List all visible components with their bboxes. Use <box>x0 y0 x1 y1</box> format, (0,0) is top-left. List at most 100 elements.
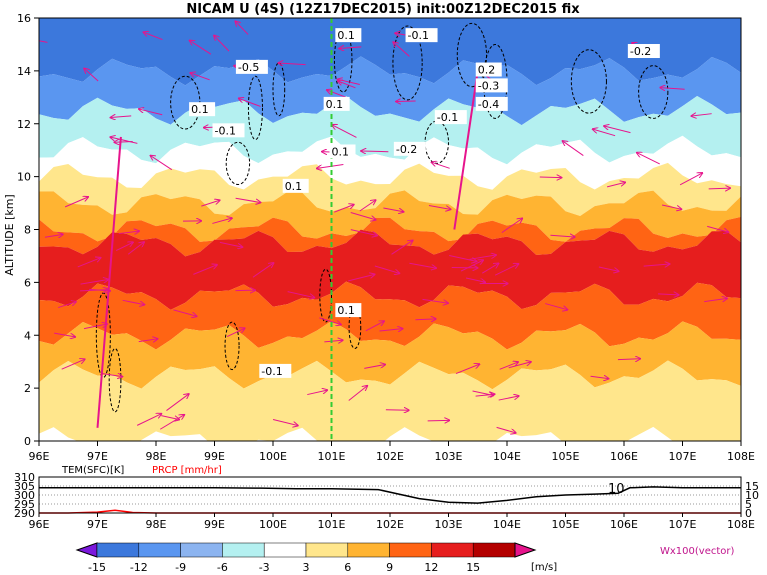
x-tick-label: 104E <box>493 450 521 463</box>
wind-vector <box>80 279 109 285</box>
wind-vector <box>127 242 144 255</box>
wind-vector <box>498 396 519 401</box>
contour-label-text: -0.5 <box>238 61 259 74</box>
wind-vector <box>658 294 678 295</box>
wind-vector <box>660 88 685 90</box>
wind-vector <box>235 21 249 35</box>
colorbar-swatch <box>180 542 223 558</box>
contour-label: 0.1 <box>335 28 362 43</box>
contour-label: -0.1 <box>434 110 467 125</box>
contour-label-text: 0.1 <box>326 98 344 111</box>
colorbar-swatch <box>263 542 307 558</box>
wind-vector <box>455 364 479 375</box>
contour-label-bg <box>405 28 438 43</box>
wind-vector <box>539 177 562 178</box>
series-lines <box>39 486 741 514</box>
contour-line <box>392 25 423 101</box>
colorbar-tick-label: 6 <box>344 561 351 574</box>
wind-vector <box>637 153 660 165</box>
contour-label-bg <box>335 303 362 318</box>
series-x-tick-label: 99E <box>204 518 225 531</box>
series-label-temp: TEM(SFC)[K] <box>61 465 124 476</box>
wind-band <box>39 216 741 257</box>
y-tick-label: 4 <box>24 329 31 342</box>
series-annotation: 10 <box>608 482 625 497</box>
cross-section-plot: 0.1 -0.1-0.20.2-0.3-0.4-0.50.1-0.10.10.1-… <box>39 18 741 441</box>
y-tick-label: 6 <box>24 276 31 289</box>
contour-label-text: -0.2 <box>396 143 417 156</box>
wind-vector <box>692 114 712 116</box>
wind-vector <box>422 298 447 303</box>
wind-vector <box>496 426 516 433</box>
wind-vector <box>111 116 132 118</box>
wind-shading <box>39 18 741 441</box>
wind-vector <box>173 309 196 316</box>
temperature-line <box>39 486 741 504</box>
wind-vector <box>348 274 374 282</box>
wind-vector <box>252 263 273 278</box>
y-tick-label: 12 <box>17 118 31 131</box>
wind-vector <box>472 390 494 395</box>
colorbar: -15 -12 -9 -6 -3 3 6 9 12 15 <box>75 542 537 574</box>
wind-vector <box>604 126 631 134</box>
wind-band <box>39 56 741 126</box>
wind-vector <box>332 125 357 138</box>
wind-vector <box>138 339 158 342</box>
wind-vector <box>327 90 348 99</box>
contour-label-text: -0.1 <box>215 124 236 137</box>
series-x-tick-label: 97E <box>87 518 108 531</box>
contour-label: -0.1 <box>405 28 438 43</box>
wind-vector <box>239 98 261 107</box>
colorbar-swatch <box>431 542 474 558</box>
wind-vector <box>348 386 367 401</box>
wind-vector <box>226 328 244 338</box>
y-axis: 0 2 4 6 8 10 12 14 16 <box>17 12 39 448</box>
wind-vector <box>708 188 730 189</box>
contour-line <box>272 62 286 117</box>
vector-legend: Wx100(vector) <box>660 546 735 557</box>
x-tick-label: 105E <box>552 450 580 463</box>
wind-vector <box>77 258 101 268</box>
contour-label: 0.1 <box>335 303 362 318</box>
series-y-tick-label: 305 <box>14 480 35 493</box>
wind-vector <box>374 265 399 273</box>
contour-line <box>225 141 251 186</box>
wind-vector <box>494 264 518 276</box>
wind-vector <box>214 36 230 52</box>
wind-band <box>39 135 741 190</box>
contour-label-bg <box>235 59 268 74</box>
colorbar-swatch <box>472 542 516 558</box>
contour-label: 0.2 <box>475 62 502 77</box>
wind-vector <box>61 359 85 370</box>
x-tick-label: 107E <box>669 450 697 463</box>
series-y-tick-label: 310 <box>14 471 35 484</box>
contour-label-bg <box>212 123 245 138</box>
series-grid <box>39 485 741 505</box>
wind-vector <box>83 324 107 330</box>
colorbar-unit: [m/s] <box>531 562 557 573</box>
contour-label: -0.1 <box>212 123 245 138</box>
y-tick-label: 8 <box>24 224 31 237</box>
colorbar-min-triangle <box>75 542 98 558</box>
x-tick-label: 97E <box>87 450 108 463</box>
contour-label-text: 0.1 <box>337 29 355 42</box>
contour-label-text: 0.2 <box>478 64 496 77</box>
wind-vector <box>359 200 376 212</box>
wind-vector <box>545 303 567 310</box>
colorbar-tick-label: 9 <box>386 561 393 574</box>
wind-vector <box>593 129 616 137</box>
contour-label-bg <box>393 141 426 156</box>
contour-label-text: 0.1 <box>332 145 350 158</box>
wind-vectors <box>39 21 730 433</box>
wind-vector <box>317 164 344 169</box>
chart-title: NICAM U (4S) (12Z17DEC2015) init:00Z12DE… <box>186 2 580 17</box>
x-tick-label: 99E <box>204 450 225 463</box>
colorbar-tick-label: 3 <box>303 561 310 574</box>
updraft-vector <box>453 70 479 230</box>
wind-vector <box>319 317 341 325</box>
series-y-tick-label: 300 <box>14 489 35 502</box>
wind-vector <box>39 40 48 43</box>
contour-label-text: -0.1 <box>437 111 458 124</box>
contour-label-bg <box>475 62 502 77</box>
